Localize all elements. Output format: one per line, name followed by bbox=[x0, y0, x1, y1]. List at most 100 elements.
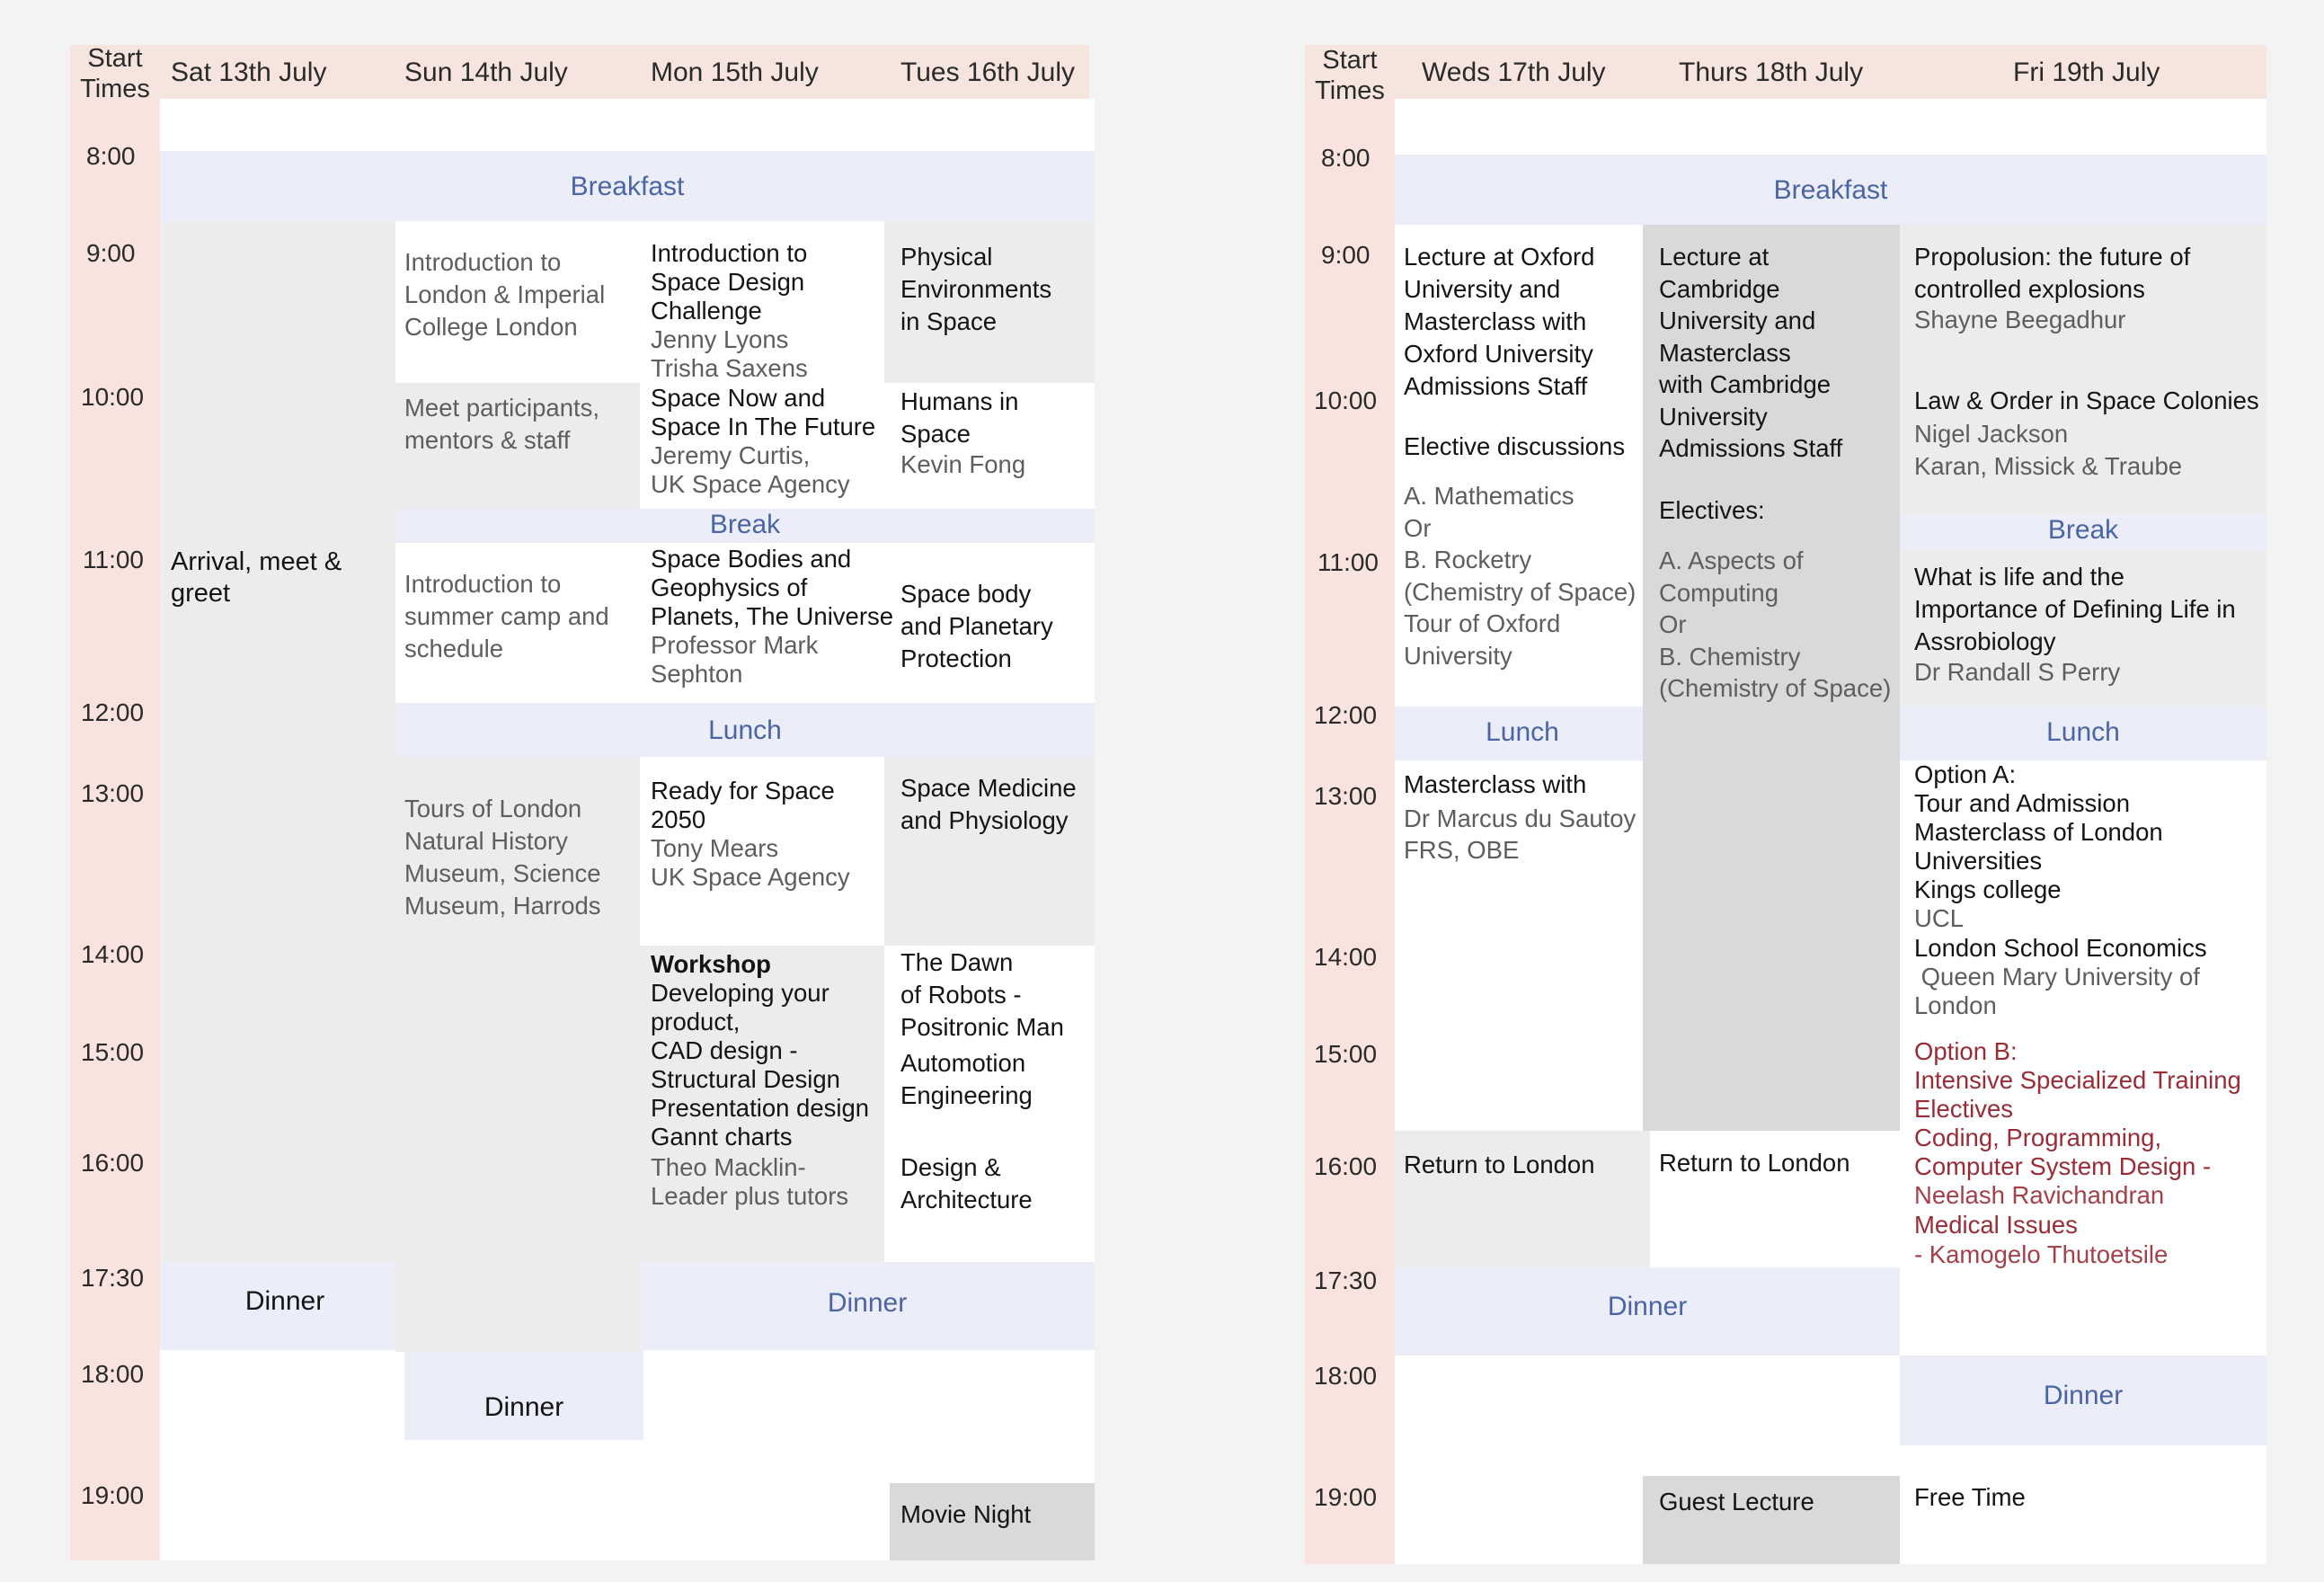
fri-life-cell bbox=[1900, 550, 2266, 707]
thu-guest-lecture: Guest Lecture bbox=[1659, 1488, 1814, 1515]
time-label: 12:00 bbox=[81, 698, 145, 726]
fri-option-a-tour: Tour and Admission Masterclass of London… bbox=[1914, 789, 2163, 875]
tue-automotion: Automotion Engineering bbox=[900, 1049, 1033, 1109]
mon-workshop-cell bbox=[640, 946, 884, 1262]
fri-life-title: What is life and the Importance of Defin… bbox=[1914, 563, 2236, 655]
fri-dinner-label: Dinner bbox=[2043, 1381, 2124, 1410]
fri-kings-college: Kings college bbox=[1914, 875, 2062, 903]
time-label: 12:00 bbox=[1314, 701, 1378, 729]
thu-guest-cell bbox=[1643, 1476, 1900, 1564]
mon-workshop-items: Developing your product, CAD design - St… bbox=[651, 979, 870, 1151]
fri-lse: London School Economics bbox=[1914, 934, 2207, 962]
time-label: 17:30 bbox=[1314, 1266, 1378, 1294]
time-label: 10:00 bbox=[81, 383, 145, 411]
day-header-sun: Sun 14th July bbox=[404, 58, 568, 87]
time-label: 18:00 bbox=[81, 1360, 145, 1388]
tue-dawn: The Dawn of Robots - Positronic Man bbox=[900, 948, 1064, 1041]
fri-kamogelo: - Kamogelo Thutoetsile bbox=[1914, 1240, 2169, 1268]
fri-option-a-label: Option A: bbox=[1914, 760, 2017, 788]
sun-afternoon-cell bbox=[395, 757, 640, 1352]
thu-electives-options: A. Aspects of Computing Or B. Chemistry … bbox=[1659, 547, 1892, 702]
day-header-fri: Fri 19th July bbox=[2013, 58, 2160, 87]
breakfast-band bbox=[1395, 155, 2266, 225]
tue-physical-cell bbox=[884, 221, 1095, 383]
fri-option-b-label: Option B: bbox=[1914, 1037, 2018, 1065]
tue-medicine-cell bbox=[884, 757, 1095, 946]
day-header-thu: Thurs 18th July bbox=[1679, 58, 1864, 87]
sat-arrival-text: Arrival, meet & greet bbox=[171, 547, 342, 608]
sat-arrival-cell bbox=[160, 221, 395, 1262]
tue-movie-cell bbox=[890, 1483, 1095, 1560]
mon-spacenow-people: Jeremy Curtis, UK Space Agency bbox=[651, 441, 850, 498]
time-label: 19:00 bbox=[81, 1481, 145, 1509]
schedule-week-two: Start Times Weds 17th July Thurs 18th Ju… bbox=[1233, 0, 2324, 1582]
tue-physical: Physical Environments in Space bbox=[900, 243, 1052, 335]
thu-electives-heading: Electives: bbox=[1659, 496, 1765, 524]
thu-lecture-cell bbox=[1643, 225, 1900, 1131]
fri-lunch-band bbox=[1900, 707, 2266, 760]
mon-tue-dinner-band bbox=[640, 1262, 1095, 1350]
wed-return-cell bbox=[1395, 1131, 1650, 1267]
tue-humans-people: Kevin Fong bbox=[900, 450, 1026, 478]
fri-propulsion-people: Shayne Beegadhur bbox=[1914, 306, 2126, 333]
fri-medical-issues: Medical Issues bbox=[1914, 1211, 2078, 1239]
sat-dinner-text: Dinner bbox=[244, 1286, 325, 1316]
sun-intro-camp: Introduction to summer camp and schedule bbox=[404, 570, 609, 662]
fri-propulsion-title: Propolusion: the future of controlled ex… bbox=[1914, 243, 2191, 303]
sun-meet-participants: Meet participants, mentors & staff bbox=[404, 394, 600, 454]
time-label: 10:00 bbox=[1314, 387, 1378, 414]
time-label: 8:00 bbox=[86, 142, 136, 170]
tue-design: Design & Architecture bbox=[900, 1153, 1033, 1213]
fri-qmul: Queen Mary University of London bbox=[1914, 963, 2200, 1019]
fri-break-band bbox=[1900, 514, 2266, 550]
sun-intro-london: Introduction to London & Imperial Colleg… bbox=[404, 248, 606, 341]
header-band bbox=[70, 45, 1089, 99]
schedule-week-one: Start Times Sat 13th July Sun 14th July … bbox=[0, 0, 1159, 1582]
time-label: 14:00 bbox=[1314, 943, 1378, 971]
day-header-sat: Sat 13th July bbox=[171, 58, 327, 87]
breakfast-band bbox=[160, 151, 1095, 221]
thu-cambridge-lecture: Lecture at Cambridge University and Mast… bbox=[1659, 243, 1843, 462]
time-label: 15:00 bbox=[81, 1038, 145, 1066]
fri-neelash: Neelash Ravichandran bbox=[1914, 1181, 2165, 1209]
fri-law-title: Law & Order in Space Colonies bbox=[1914, 387, 2259, 414]
wed-masterclass-people: Dr Marcus du Sautoy FRS, OBE bbox=[1404, 804, 1637, 864]
start-times-header: Start Times bbox=[1315, 46, 1385, 105]
mon-tue-dinner-text: Dinner bbox=[827, 1288, 908, 1318]
mon-ready-people: Tony Mears UK Space Agency bbox=[651, 834, 850, 891]
start-times-header: Start Times bbox=[80, 44, 150, 103]
break-label: Break bbox=[709, 510, 781, 539]
mon-intro-people: Jenny Lyons Trisha Saxens bbox=[651, 325, 808, 382]
sun-dinner-text: Dinner bbox=[483, 1392, 564, 1422]
day-header-wed: Weds 17th July bbox=[1422, 58, 1606, 87]
mon-bodies-people: Professor Mark Sephton bbox=[651, 631, 819, 688]
tue-humans-title: Humans in Space bbox=[900, 387, 1019, 448]
wed-elective-heading: Elective discussions bbox=[1404, 432, 1626, 460]
day-header-mon: Mon 15th July bbox=[651, 58, 819, 87]
wed-masterclass-title: Masterclass with bbox=[1404, 770, 1587, 798]
time-label: 9:00 bbox=[1321, 241, 1370, 269]
time-column bbox=[70, 99, 160, 1560]
tue-medicine: Space Medicine and Physiology bbox=[900, 774, 1077, 834]
wed-return-london: Return to London bbox=[1404, 1151, 1595, 1178]
sat-dinner-band bbox=[160, 1262, 410, 1350]
mon-spacenow-title: Space Now and Space In The Future bbox=[651, 384, 876, 440]
day-header-tue: Tues 16th July bbox=[900, 58, 1075, 87]
fri-lunch-label: Lunch bbox=[2046, 717, 2120, 747]
time-label: 11:00 bbox=[1317, 548, 1379, 576]
time-label: 15:00 bbox=[1314, 1040, 1378, 1068]
fri-life-people: Dr Randall S Perry bbox=[1914, 658, 2121, 686]
time-column bbox=[1305, 99, 1395, 1564]
time-label: 11:00 bbox=[83, 546, 144, 573]
mon-bodies-title: Space Bodies and Geophysics of Planets, … bbox=[651, 545, 894, 630]
time-label: 13:00 bbox=[1314, 782, 1378, 810]
lunch-band bbox=[395, 703, 1095, 757]
fri-law-people: Nigel Jackson Karan, Missick & Traube bbox=[1914, 420, 2183, 480]
thu-return-london: Return to London bbox=[1659, 1149, 1850, 1177]
breakfast-label: Breakfast bbox=[1773, 175, 1888, 205]
breakfast-label: Breakfast bbox=[570, 172, 685, 201]
header-band bbox=[1305, 45, 2266, 99]
time-label: 8:00 bbox=[1321, 144, 1370, 172]
mon-workshop-people: Theo Macklin- Leader plus tutors bbox=[651, 1153, 849, 1210]
tue-movie-night: Movie Night bbox=[900, 1500, 1032, 1528]
